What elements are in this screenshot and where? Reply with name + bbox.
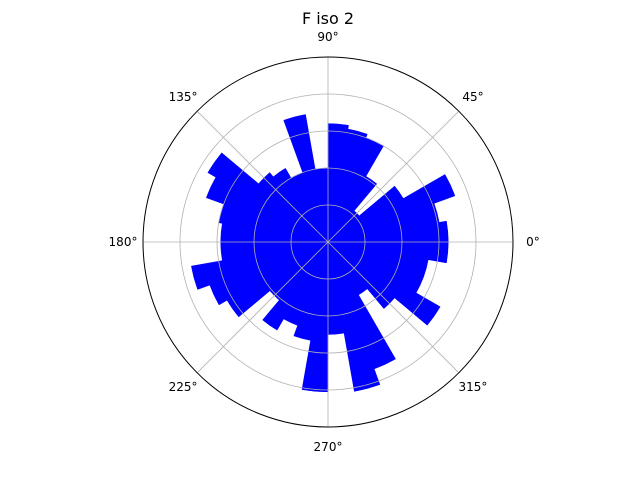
angular-tick-label-2: 90° <box>317 30 338 44</box>
angular-tick-label-4: 180° <box>109 235 138 249</box>
bar-28 <box>327 241 381 392</box>
angular-tick-label-1: 45° <box>462 90 483 104</box>
bar-14 <box>207 152 329 243</box>
angular-tick-label-3: 135° <box>169 90 198 104</box>
bar-29 <box>327 241 396 370</box>
bar-2 <box>327 174 456 243</box>
bar-19 <box>191 241 329 290</box>
angular-gridline-7 <box>327 241 460 374</box>
angular-gridline-1 <box>327 110 460 243</box>
chart-title: F iso 2 <box>302 9 354 28</box>
bar-3 <box>327 185 404 243</box>
bar-32 <box>327 241 441 326</box>
angular-gridline-3 <box>196 110 329 243</box>
angular-ticks-group: 0° 45° 90° 135° 180° 225° 270° 315° <box>109 30 540 454</box>
angular-tick-label-6: 270° <box>314 440 343 454</box>
angular-tick-label-7: 315° <box>459 380 488 394</box>
bar-21 <box>226 241 329 318</box>
angular-tick-label-5: 225° <box>169 380 198 394</box>
grid-group <box>143 57 513 427</box>
outer-frame <box>142 56 514 428</box>
angular-tick-label-0: 0° <box>526 235 540 249</box>
bar-20 <box>209 241 329 306</box>
angular-gridline-5 <box>196 241 329 374</box>
bar-10 <box>283 114 329 243</box>
bar-15 <box>205 176 329 243</box>
bar-23 <box>262 241 329 331</box>
bars-group <box>191 114 456 393</box>
